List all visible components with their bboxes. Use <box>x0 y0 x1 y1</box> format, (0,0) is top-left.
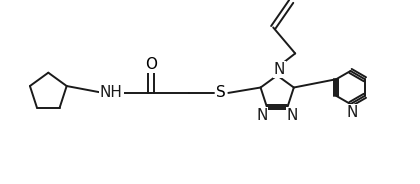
Text: N: N <box>287 108 298 123</box>
Text: O: O <box>145 57 157 72</box>
Text: N: N <box>273 62 285 77</box>
Text: N: N <box>347 105 358 120</box>
Text: N: N <box>256 108 268 123</box>
Text: S: S <box>216 85 226 100</box>
Text: NH: NH <box>100 85 123 100</box>
